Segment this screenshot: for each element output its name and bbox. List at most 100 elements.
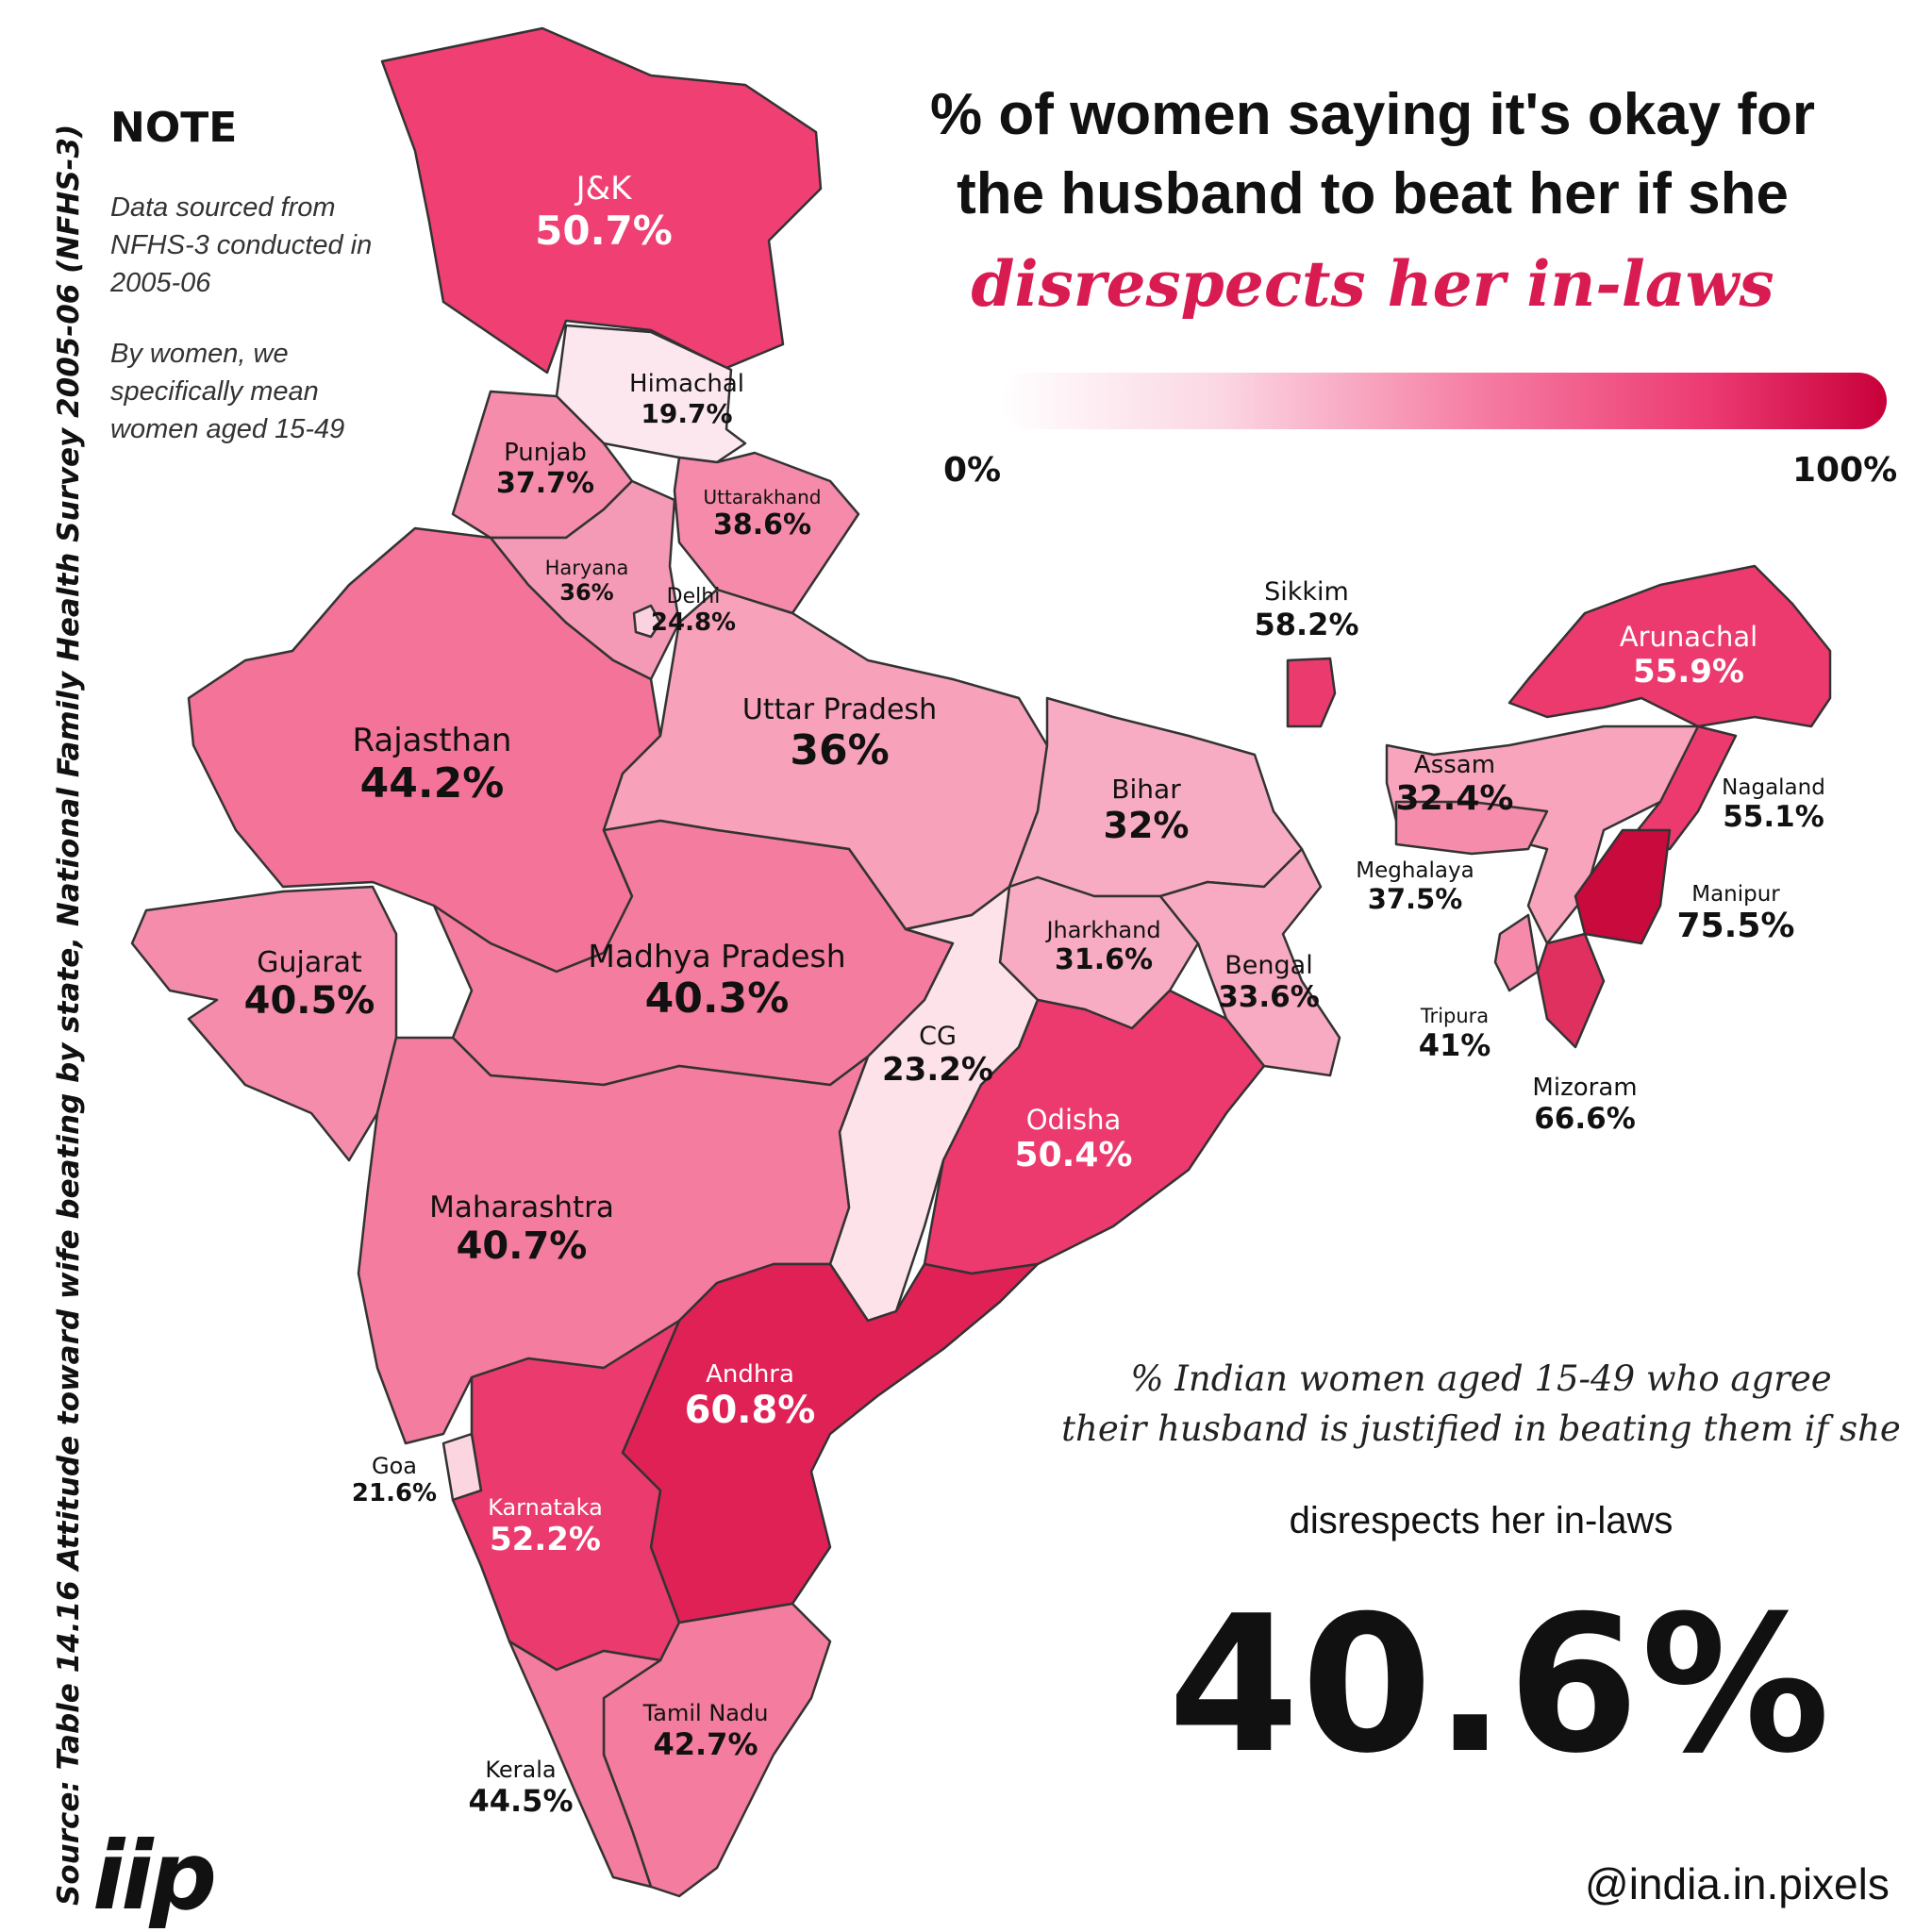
state-value: 66.6% bbox=[1534, 1102, 1636, 1136]
state-name: Tamil Nadu bbox=[642, 1700, 769, 1726]
state-label-gujarat: Gujarat 40.5% bbox=[244, 946, 375, 1023]
state-name: Uttarakhand bbox=[703, 486, 822, 508]
title-accent: disrespects her in-laws bbox=[971, 247, 1774, 321]
region-tripura bbox=[1493, 913, 1540, 992]
state-label-uttarakhand: Uttarakhand 38.6% bbox=[704, 486, 822, 541]
state-name: Bengal bbox=[1224, 951, 1313, 980]
state-value: 44.2% bbox=[359, 759, 505, 808]
state-label-j-k: J&K 50.7% bbox=[535, 170, 673, 254]
state-name: Assam bbox=[1413, 751, 1496, 779]
state-value: 37.5% bbox=[1367, 883, 1463, 915]
state-value: 33.6% bbox=[1218, 980, 1320, 1014]
iip-logo: iip bbox=[92, 1821, 217, 1931]
state-value: 32.4% bbox=[1395, 779, 1514, 818]
state-value: 42.7% bbox=[653, 1726, 758, 1762]
region-meghalaya bbox=[1394, 800, 1549, 856]
state-name: Punjab bbox=[504, 439, 587, 467]
state-name: Himachal bbox=[629, 370, 744, 398]
region-jk bbox=[380, 26, 823, 375]
state-name: CG bbox=[919, 1022, 957, 1051]
state-value: 40.5% bbox=[243, 979, 375, 1023]
state-label-tamil-nadu: Tamil Nadu 42.7% bbox=[643, 1700, 769, 1762]
state-name: Manipur bbox=[1691, 882, 1780, 907]
region-gujarat bbox=[130, 885, 398, 1162]
region-uttarakhand bbox=[673, 451, 860, 615]
state-value: 24.8% bbox=[650, 608, 737, 637]
state-name: Jharkhand bbox=[1046, 917, 1161, 943]
state-label-haryana: Haryana 36% bbox=[545, 557, 629, 606]
state-name: J&K bbox=[575, 170, 632, 208]
state-name: Kerala bbox=[485, 1757, 557, 1783]
state-label-jharkhand: Jharkhand 31.6% bbox=[1046, 917, 1160, 976]
state-label-nagaland: Nagaland 55.1% bbox=[1722, 775, 1825, 834]
note-heading: NOTE bbox=[110, 104, 238, 152]
state-name: Odisha bbox=[1025, 1104, 1122, 1136]
state-name: Meghalaya bbox=[1356, 858, 1474, 883]
state-value: 41% bbox=[1418, 1027, 1491, 1063]
state-name: Goa bbox=[371, 1453, 417, 1479]
state-label-bihar: Bihar 32% bbox=[1104, 774, 1190, 846]
state-value: 21.6% bbox=[351, 1479, 438, 1507]
state-value: 31.6% bbox=[1054, 943, 1154, 976]
state-value: 36% bbox=[559, 579, 614, 606]
state-value: 55.1% bbox=[1723, 800, 1824, 834]
state-label-cg: CG 23.2% bbox=[882, 1022, 993, 1089]
region-delhi bbox=[632, 604, 662, 639]
state-name: Gujarat bbox=[257, 946, 362, 979]
state-label-odisha: Odisha 50.4% bbox=[1015, 1104, 1133, 1174]
state-value: 55.9% bbox=[1633, 653, 1744, 691]
state-label-mizoram: Mizoram 66.6% bbox=[1532, 1074, 1637, 1136]
state-label-kerala: Kerala 44.5% bbox=[468, 1757, 573, 1819]
state-label-karnataka: Karnataka 52.2% bbox=[488, 1494, 603, 1558]
state-label-tripura: Tripura 41% bbox=[1419, 1005, 1491, 1063]
state-value: 50.4% bbox=[1014, 1136, 1133, 1174]
state-name: Uttar Pradesh bbox=[741, 693, 938, 726]
state-value: 44.5% bbox=[468, 1783, 574, 1819]
state-label-goa: Goa 21.6% bbox=[352, 1453, 437, 1507]
summary-line-2: their husband is justified in beating th… bbox=[1061, 1408, 1901, 1449]
state-value: 60.8% bbox=[684, 1389, 816, 1432]
state-label-sikkim: Sikkim 58.2% bbox=[1254, 577, 1358, 642]
state-name: Delhi bbox=[666, 585, 721, 608]
region-odisha bbox=[923, 989, 1266, 1275]
state-name: Tripura bbox=[1420, 1005, 1490, 1027]
state-name: Sikkim bbox=[1264, 577, 1349, 607]
state-label-assam: Assam 32.4% bbox=[1396, 751, 1514, 818]
state-label-bengal: Bengal 33.6% bbox=[1218, 951, 1320, 1014]
legend-min-label: 0% bbox=[943, 451, 1002, 490]
state-value: 50.7% bbox=[535, 208, 673, 254]
state-name: Haryana bbox=[544, 557, 629, 579]
state-name: Rajasthan bbox=[352, 722, 512, 759]
state-value: 40.7% bbox=[456, 1224, 588, 1268]
state-label-punjab: Punjab 37.7% bbox=[496, 439, 594, 500]
state-value: 75.5% bbox=[1676, 907, 1795, 945]
state-name: Arunachal bbox=[1619, 621, 1758, 653]
state-value: 40.3% bbox=[644, 974, 790, 1023]
region-andhra bbox=[621, 1262, 1040, 1624]
state-value: 36% bbox=[790, 726, 890, 774]
state-label-manipur: Manipur 75.5% bbox=[1677, 882, 1795, 945]
region-manipur bbox=[1574, 828, 1672, 945]
state-name: Madhya Pradesh bbox=[588, 938, 846, 974]
state-value: 52.2% bbox=[490, 1521, 601, 1558]
region-mizoram bbox=[1536, 932, 1606, 1049]
state-label-delhi: Delhi 24.8% bbox=[651, 585, 736, 637]
region-cg bbox=[828, 885, 1040, 1323]
state-name: Karnataka bbox=[488, 1494, 603, 1521]
state-name: Andhra bbox=[706, 1360, 794, 1389]
state-value: 32% bbox=[1103, 805, 1190, 846]
region-kerala bbox=[508, 1640, 662, 1889]
summary-line-3: disrespects her in-laws bbox=[1289, 1500, 1674, 1541]
region-nagaland bbox=[1621, 724, 1738, 851]
state-label-uttar-pradesh: Uttar Pradesh 36% bbox=[742, 693, 937, 774]
source-citation: Source: Table 14.16 Attitude toward wife… bbox=[52, 124, 86, 1906]
title-line-1: % of women saying it's okay for bbox=[929, 82, 1816, 147]
state-value: 19.7% bbox=[641, 398, 733, 429]
state-value: 23.2% bbox=[882, 1051, 993, 1089]
state-label-andhra: Andhra 60.8% bbox=[685, 1360, 816, 1432]
social-handle: @india.in.pixels bbox=[1585, 1859, 1890, 1908]
chart-title: % of women saying it's okay for the husb… bbox=[830, 75, 1915, 234]
national-average-value: 40.6% bbox=[1168, 1575, 1832, 1795]
state-name: Bihar bbox=[1111, 774, 1181, 805]
